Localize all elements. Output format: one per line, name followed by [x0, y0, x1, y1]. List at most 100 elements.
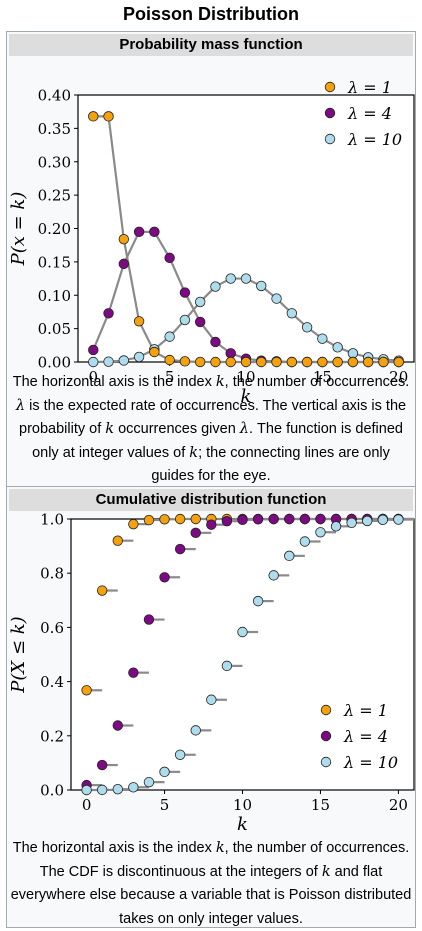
- x-axis-label: k: [241, 386, 252, 402]
- y-tick-label: 0.15: [38, 253, 71, 271]
- y-tick-label: 0.00: [38, 354, 71, 372]
- legend-label: λ = 10: [343, 753, 398, 772]
- data-point: [164, 331, 175, 342]
- data-point: [347, 356, 359, 368]
- data-point: [362, 515, 373, 527]
- data-point: [174, 513, 186, 525]
- data-point: [330, 521, 342, 532]
- x-tick-label: 15: [313, 368, 332, 386]
- x-tick-label: 0: [88, 368, 98, 386]
- cdf-heading: Cumulative distribution function: [9, 489, 413, 511]
- data-point: [190, 725, 201, 736]
- legend-marker: [324, 133, 336, 145]
- x-tick-label: 0: [82, 796, 92, 814]
- data-point: [81, 784, 92, 796]
- legend-label: λ = 4: [343, 727, 388, 746]
- data-point: [103, 308, 114, 319]
- data-point: [210, 356, 221, 368]
- data-point: [103, 356, 114, 367]
- data-point: [174, 749, 186, 760]
- data-point: [256, 280, 267, 292]
- data-point: [118, 355, 130, 366]
- data-point: [286, 356, 298, 368]
- y-axis-label: P(x = k): [8, 192, 29, 267]
- data-point: [143, 614, 155, 625]
- data-point: [377, 514, 389, 526]
- y-tick-label: 0.20: [38, 220, 71, 238]
- data-point: [112, 535, 123, 546]
- pmf-chart: 0.00 0.05 0.10 0.15 0.20 0.25 0.30 0.35 0.40 0 5 10…: [8, 78, 415, 402]
- x-tick-label: 10: [236, 368, 255, 386]
- data-point: [103, 111, 114, 122]
- x-tick-label: 10: [233, 796, 252, 814]
- data-point: [221, 660, 233, 672]
- y-tick-label: 0.35: [38, 120, 71, 138]
- data-point: [206, 519, 217, 530]
- data-point: [164, 252, 175, 264]
- y-tick-label: 0.6: [40, 619, 64, 637]
- data-point: [268, 570, 279, 581]
- data-point: [190, 527, 201, 539]
- legend-label: λ = 10: [347, 130, 402, 149]
- series-group: [81, 513, 414, 796]
- data-point: [378, 356, 389, 368]
- data-point: [159, 572, 170, 583]
- legend-marker: [320, 730, 332, 742]
- y-tick-label: 0.10: [38, 287, 71, 305]
- data-point: [88, 111, 99, 122]
- data-point: [96, 759, 108, 771]
- data-point: [271, 356, 282, 368]
- page-title: Poisson Distribution: [122, 4, 299, 24]
- legend-marker: [320, 704, 332, 716]
- y-tick-label: 0.0: [40, 782, 64, 800]
- data-point: [174, 543, 186, 555]
- data-point: [225, 273, 236, 284]
- data-point: [133, 351, 145, 363]
- data-point: [179, 314, 191, 326]
- y-tick-label: 0.25: [38, 187, 71, 205]
- data-point: [190, 513, 201, 525]
- legend-marker: [324, 107, 336, 119]
- series-group: [88, 111, 404, 368]
- data-point: [88, 344, 99, 356]
- data-point: [252, 595, 264, 607]
- data-point: [159, 514, 170, 525]
- data-point: [159, 766, 170, 778]
- data-point: [194, 356, 206, 368]
- data-point: [301, 356, 313, 368]
- plot-area: [70, 518, 415, 791]
- data-point: [194, 316, 206, 328]
- x-tick-label: 15: [311, 796, 330, 814]
- x-tick-label: 20: [389, 368, 408, 386]
- data-point: [393, 356, 404, 368]
- data-point: [393, 514, 404, 525]
- y-tick-label: 0.40: [38, 87, 71, 105]
- data-point: [149, 346, 160, 358]
- data-point: [88, 356, 99, 368]
- data-point: [347, 348, 359, 359]
- data-point: [210, 281, 221, 292]
- cdf-panel: Cumulative distribution function 0.0 0.2 0…: [6, 486, 416, 928]
- data-point: [299, 513, 311, 525]
- data-point: [299, 536, 311, 547]
- y-tick-label: 0.8: [40, 565, 64, 583]
- legend-label: λ = 4: [347, 104, 392, 123]
- data-point: [268, 513, 279, 525]
- cdf-chart: 0.0 0.2 0.4 0.6 0.8 1.0 0 5 10 15 20 k P(X ≤ k) λ = 1…: [8, 512, 415, 835]
- data-point: [252, 514, 264, 525]
- data-point: [112, 783, 123, 795]
- data-point: [210, 336, 221, 348]
- x-axis-label: k: [237, 814, 248, 835]
- data-point: [118, 258, 130, 270]
- y-axis-label: P(X ≤ k): [8, 616, 29, 693]
- data-point: [332, 342, 343, 353]
- data-point: [133, 226, 145, 238]
- data-point: [143, 776, 155, 788]
- data-point: [286, 308, 298, 319]
- data-point: [362, 356, 374, 368]
- data-point: [237, 514, 248, 526]
- y-tick-label: 0.30: [38, 153, 71, 171]
- data-point: [128, 518, 139, 530]
- data-point: [143, 514, 155, 526]
- data-point: [149, 226, 160, 238]
